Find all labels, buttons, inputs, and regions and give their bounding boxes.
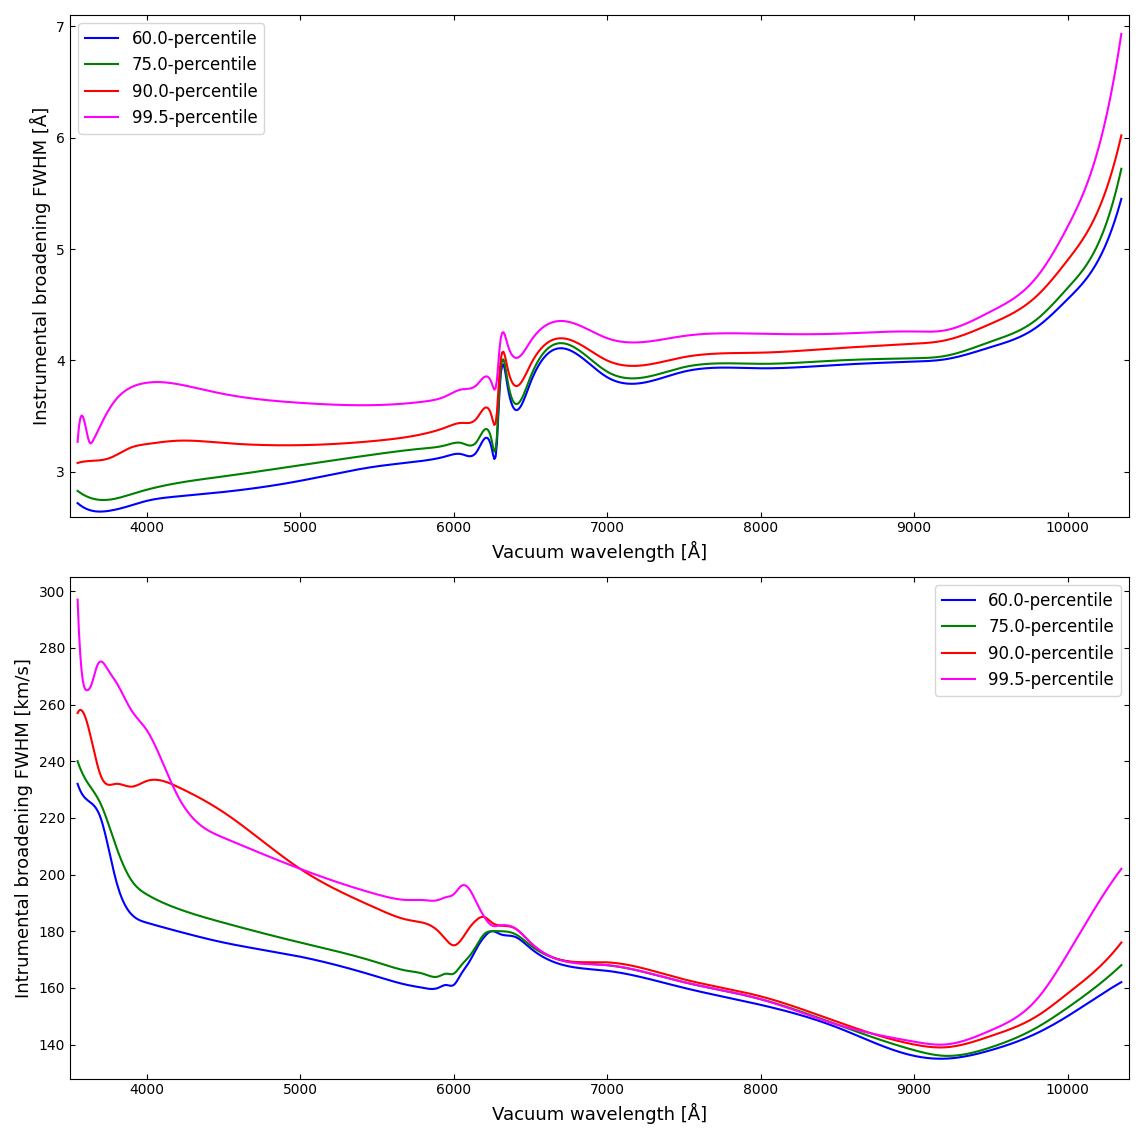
99.5-percentile — [84, 436, 97, 450]
90.0-percentile — [863, 339, 876, 353]
60.0-percentile — [971, 1047, 985, 1060]
75.0-percentile — [1114, 162, 1128, 175]
Line: 60.0-percentile: 60.0-percentile — [78, 784, 1121, 1059]
99.5-percentile — [736, 988, 749, 1001]
60.0-percentile — [706, 361, 720, 375]
Line: 75.0-percentile: 75.0-percentile — [78, 169, 1121, 500]
90.0-percentile — [1114, 129, 1128, 142]
99.5-percentile — [678, 329, 692, 343]
60.0-percentile — [135, 915, 149, 928]
60.0-percentile — [71, 497, 85, 510]
75.0-percentile — [706, 357, 720, 370]
90.0-percentile — [972, 1033, 986, 1047]
90.0-percentile — [737, 985, 750, 999]
60.0-percentile — [1114, 975, 1128, 989]
99.5-percentile — [706, 327, 720, 341]
75.0-percentile — [135, 884, 149, 898]
90.0-percentile — [706, 978, 720, 992]
90.0-percentile — [71, 706, 85, 720]
60.0-percentile — [863, 1034, 876, 1048]
99.5-percentile — [71, 592, 85, 606]
75.0-percentile — [97, 493, 111, 507]
75.0-percentile — [1114, 958, 1128, 972]
99.5-percentile — [1114, 862, 1128, 876]
90.0-percentile — [969, 323, 983, 337]
75.0-percentile — [678, 360, 692, 374]
60.0-percentile — [1114, 192, 1128, 206]
60.0-percentile — [71, 777, 85, 790]
90.0-percentile — [678, 973, 692, 986]
75.0-percentile — [737, 357, 750, 370]
90.0-percentile — [677, 351, 691, 364]
Y-axis label: Instrumental broadening FWHM [Å]: Instrumental broadening FWHM [Å] — [30, 107, 50, 425]
90.0-percentile — [135, 439, 149, 452]
75.0-percentile — [136, 484, 150, 498]
99.5-percentile — [1114, 27, 1128, 41]
75.0-percentile — [736, 988, 749, 1001]
75.0-percentile — [705, 982, 718, 995]
90.0-percentile — [136, 776, 150, 789]
90.0-percentile — [705, 347, 718, 361]
Legend: 60.0-percentile, 75.0-percentile, 90.0-percentile, 99.5-percentile: 60.0-percentile, 75.0-percentile, 90.0-p… — [78, 23, 264, 133]
Line: 60.0-percentile: 60.0-percentile — [78, 199, 1121, 511]
75.0-percentile — [863, 1030, 876, 1043]
Line: 90.0-percentile: 90.0-percentile — [78, 136, 1121, 464]
99.5-percentile — [971, 1029, 985, 1042]
60.0-percentile — [736, 994, 749, 1008]
60.0-percentile — [971, 344, 985, 358]
99.5-percentile — [932, 1038, 946, 1051]
90.0-percentile — [864, 1026, 877, 1040]
60.0-percentile — [93, 505, 106, 518]
99.5-percentile — [737, 327, 750, 341]
75.0-percentile — [971, 1044, 985, 1058]
Legend: 60.0-percentile, 75.0-percentile, 90.0-percentile, 99.5-percentile: 60.0-percentile, 75.0-percentile, 90.0-p… — [935, 585, 1121, 696]
99.5-percentile — [971, 311, 985, 325]
60.0-percentile — [136, 495, 150, 509]
Line: 90.0-percentile: 90.0-percentile — [78, 710, 1121, 1048]
99.5-percentile — [135, 716, 149, 730]
99.5-percentile — [863, 1026, 876, 1040]
Line: 99.5-percentile: 99.5-percentile — [78, 34, 1121, 443]
75.0-percentile — [677, 975, 691, 989]
75.0-percentile — [71, 754, 85, 768]
60.0-percentile — [935, 1052, 948, 1066]
90.0-percentile — [736, 346, 749, 360]
99.5-percentile — [136, 377, 150, 391]
Line: 99.5-percentile: 99.5-percentile — [78, 599, 1121, 1044]
99.5-percentile — [71, 435, 85, 449]
60.0-percentile — [737, 361, 750, 375]
99.5-percentile — [864, 326, 877, 339]
75.0-percentile — [864, 352, 877, 366]
X-axis label: Vacuum wavelength [Å]: Vacuum wavelength [Å] — [492, 1103, 707, 1124]
Line: 75.0-percentile: 75.0-percentile — [78, 761, 1121, 1056]
60.0-percentile — [864, 357, 877, 370]
99.5-percentile — [677, 975, 691, 989]
Y-axis label: Intrumental broadening FWHM [km/s]: Intrumental broadening FWHM [km/s] — [15, 658, 33, 998]
75.0-percentile — [71, 484, 85, 498]
90.0-percentile — [71, 457, 85, 470]
60.0-percentile — [677, 981, 691, 994]
75.0-percentile — [940, 1049, 954, 1063]
90.0-percentile — [932, 1041, 946, 1055]
99.5-percentile — [705, 981, 718, 994]
90.0-percentile — [1114, 935, 1128, 949]
75.0-percentile — [971, 339, 985, 353]
60.0-percentile — [678, 364, 692, 378]
90.0-percentile — [73, 703, 87, 716]
X-axis label: Vacuum wavelength [Å]: Vacuum wavelength [Å] — [492, 541, 707, 562]
60.0-percentile — [705, 988, 718, 1001]
